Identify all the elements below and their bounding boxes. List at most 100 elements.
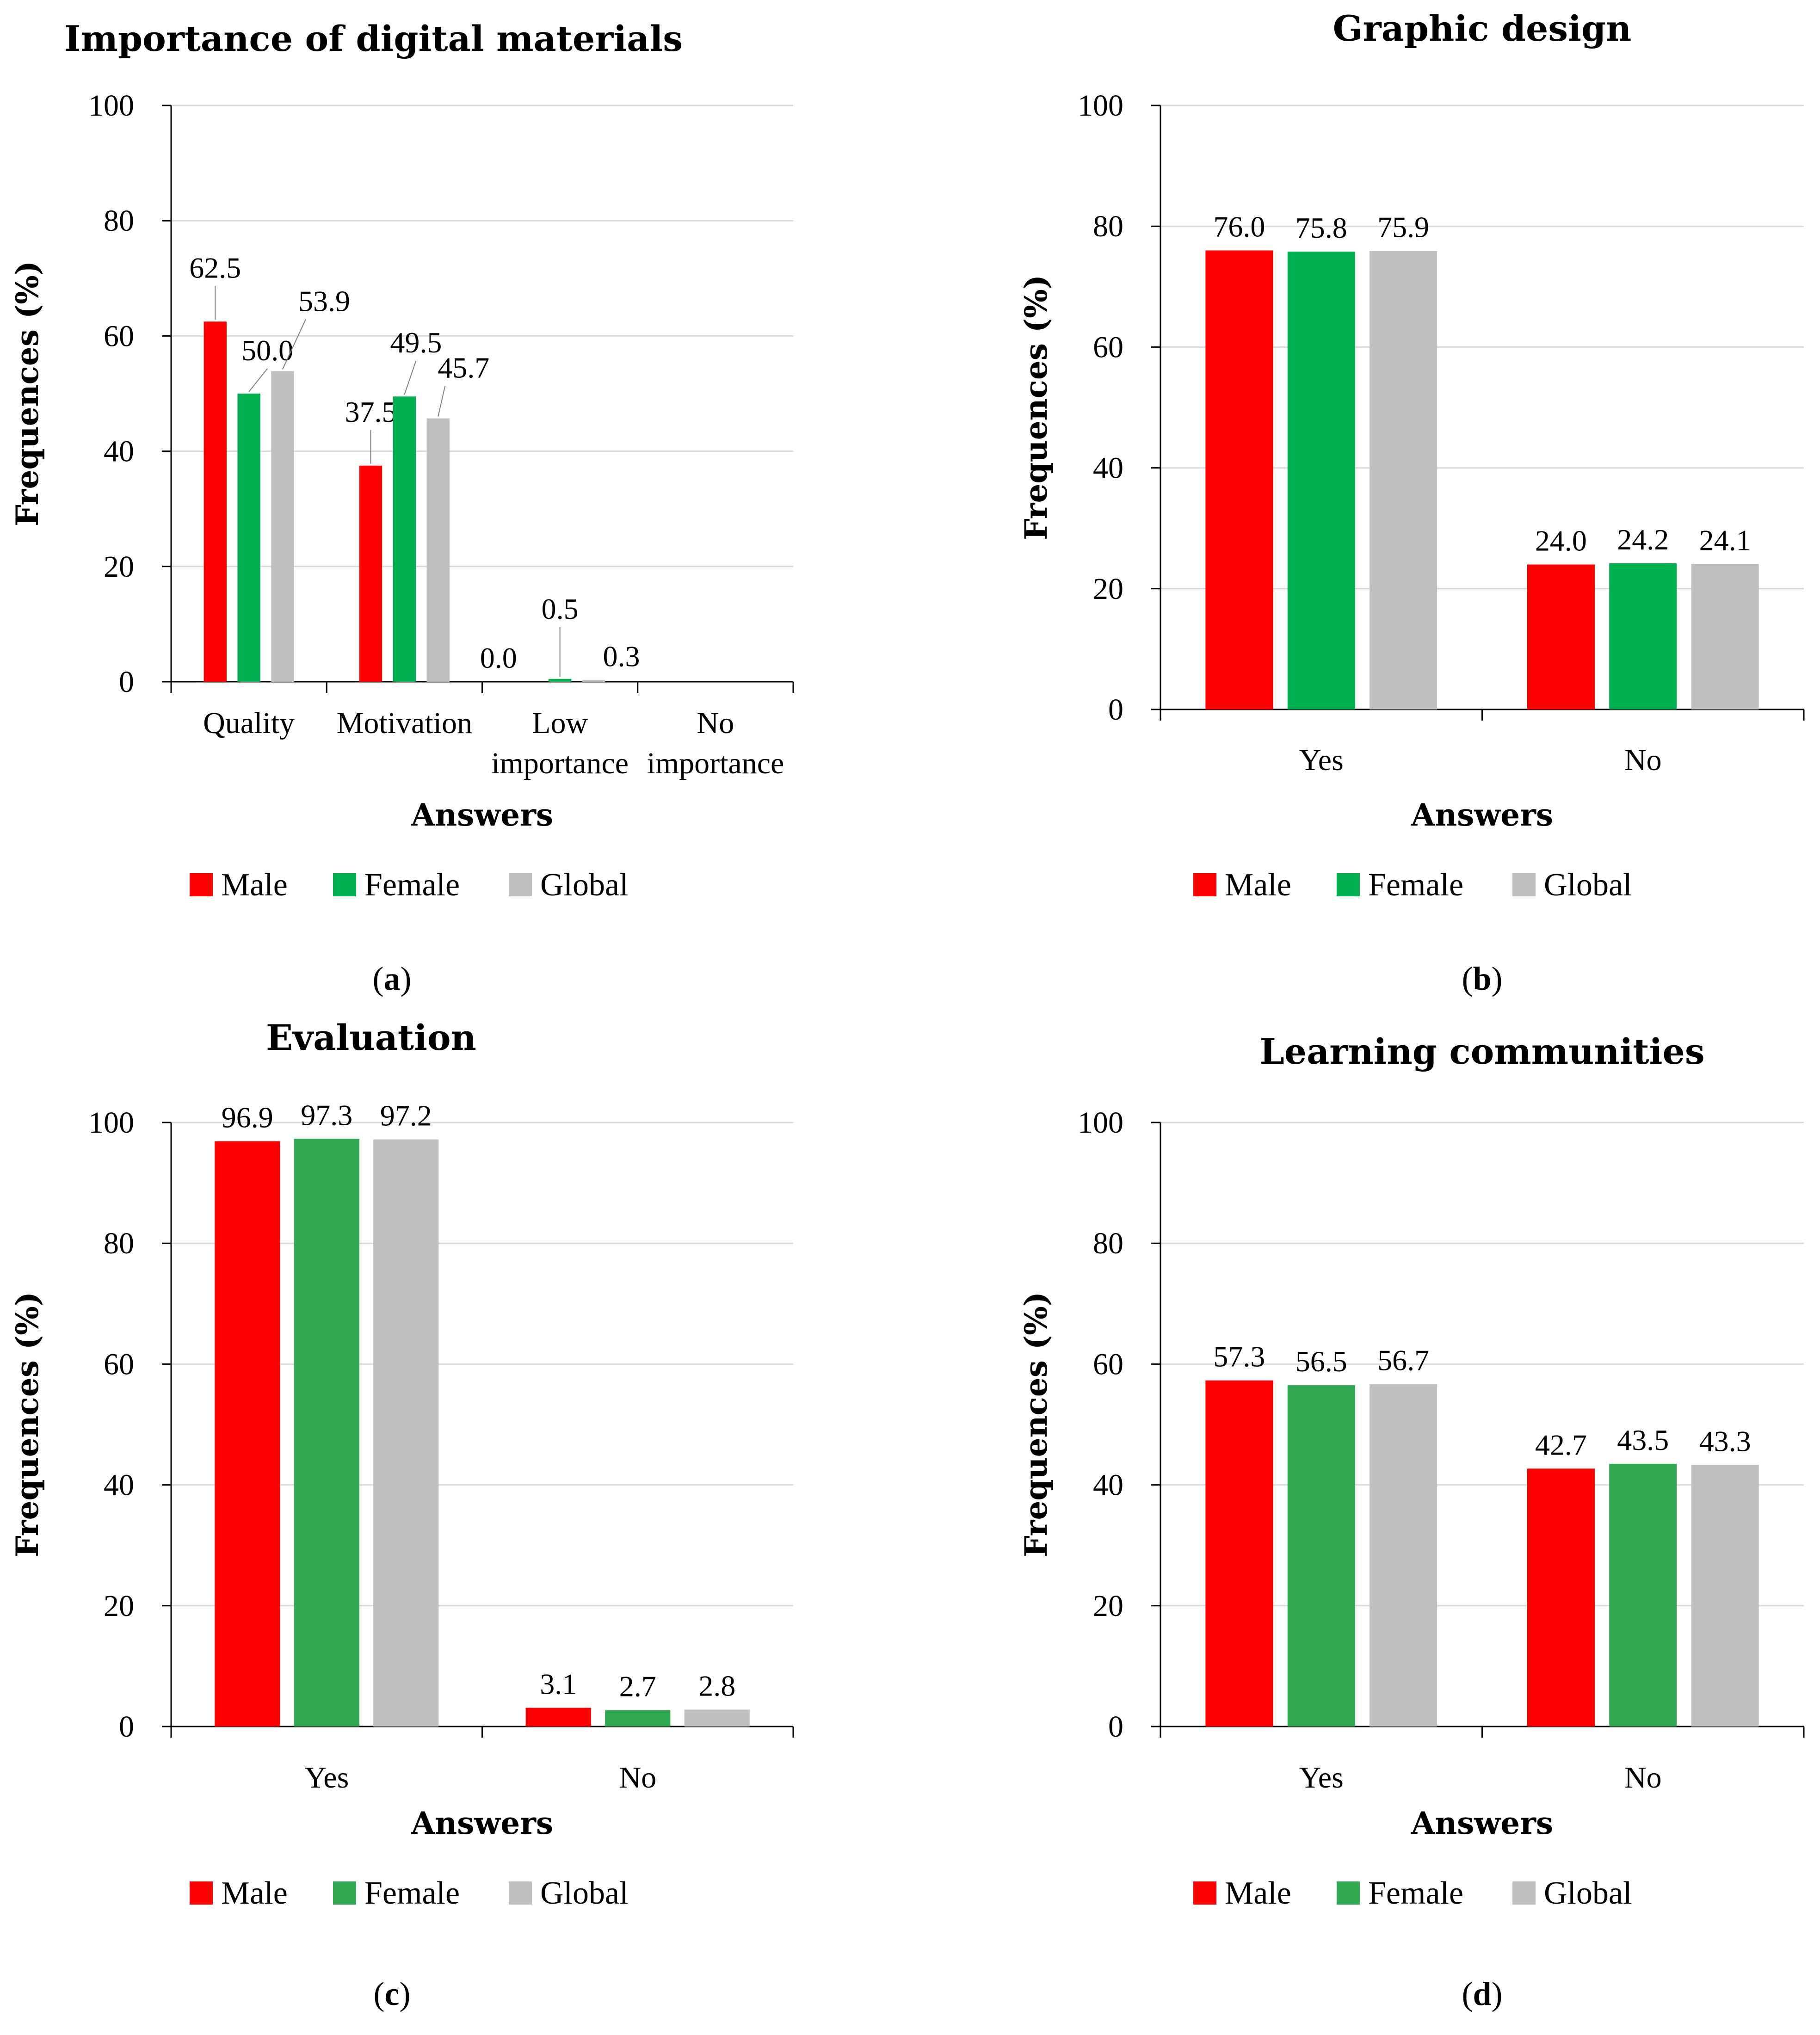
data-label-leader xyxy=(282,319,306,370)
x-axis-title: Answers xyxy=(1411,797,1553,833)
legend-swatch-female xyxy=(333,1881,356,1905)
x-category-label-quality: Quality xyxy=(203,706,295,740)
legend-swatch-global xyxy=(1512,1881,1536,1905)
legend-label-global: Global xyxy=(1544,1875,1632,1911)
legend-label-female: Female xyxy=(364,1875,460,1911)
bar-global-motivation xyxy=(426,418,450,682)
y-tick-label: 60 xyxy=(1093,330,1123,364)
y-tick-label: 40 xyxy=(1093,451,1123,485)
bar-female-yes xyxy=(1287,1385,1355,1727)
y-tick-label: 60 xyxy=(104,1347,134,1381)
data-label-male-no: 42.7 xyxy=(1535,1428,1587,1461)
data-label-female-no: 43.5 xyxy=(1617,1424,1669,1456)
legend-label-global: Global xyxy=(540,1875,629,1911)
bar-female-no xyxy=(605,1710,671,1727)
chart-learning-communities: Learning communities 0 20 40 60 80 100 Yes 57.3 5… xyxy=(1018,1031,1805,2012)
chart-evaluation: Evaluation 0 20 40 60 80 100 Yes 96.9 97.3 97.2 No 3… xyxy=(9,1018,794,2012)
chart-title: Importance of digital materials xyxy=(64,18,683,59)
panel-label: (b) xyxy=(1462,960,1502,997)
data-label-global-quality: 53.9 xyxy=(298,284,350,317)
data-label-leader xyxy=(404,360,417,395)
panel-letter: d xyxy=(1473,1975,1491,2012)
x-category-label-importance: importance xyxy=(491,746,629,780)
data-label-male-low-importance: 0.0 xyxy=(480,641,517,674)
data-label-female-no: 2.7 xyxy=(619,1670,656,1703)
legend-swatch-male xyxy=(190,873,213,896)
legend-swatch-female xyxy=(333,873,356,896)
data-label-global-yes: 75.9 xyxy=(1377,211,1429,244)
y-tick-label: 0 xyxy=(1108,1710,1123,1744)
y-axis-title: Frequences (%) xyxy=(9,1292,45,1557)
y-tick-label: 20 xyxy=(1093,1589,1123,1623)
y-tick-label: 20 xyxy=(104,550,134,584)
y-tick-label: 0 xyxy=(119,665,134,699)
data-label-female-yes: 75.8 xyxy=(1296,211,1347,244)
chart-title: Graphic design xyxy=(1333,8,1632,49)
legend-label-male: Male xyxy=(221,1875,288,1911)
data-label-female-yes: 97.3 xyxy=(301,1098,352,1131)
bar-male-motivation xyxy=(359,465,383,682)
chart-title: Evaluation xyxy=(266,1018,476,1058)
bar-global-quality xyxy=(271,371,294,682)
data-label-female-low-importance: 0.5 xyxy=(542,592,579,625)
x-category-label-no: No xyxy=(619,1761,656,1794)
bar-global-no xyxy=(684,1709,750,1727)
legend-label-global: Global xyxy=(540,867,629,903)
data-label-global-motivation: 45.7 xyxy=(438,352,489,384)
panel-letter: a xyxy=(384,960,401,997)
x-axis-title: Answers xyxy=(411,1805,553,1841)
bar-global-yes xyxy=(373,1139,439,1727)
data-label-female-quality: 50.0 xyxy=(241,334,293,367)
bar-female-quality xyxy=(237,394,260,682)
bar-female-yes xyxy=(1287,252,1355,709)
x-category-label-motivation: Motivation xyxy=(337,706,472,740)
legend-label-male: Male xyxy=(1225,867,1291,903)
y-tick-label: 100 xyxy=(1078,1106,1123,1140)
data-label-leader xyxy=(438,386,446,417)
y-tick-label: 40 xyxy=(104,1468,134,1502)
bar-male-yes xyxy=(1205,1380,1273,1727)
legend-label-male: Male xyxy=(221,867,288,903)
y-tick-label: 40 xyxy=(1093,1468,1123,1502)
bar-male-quality xyxy=(204,321,227,682)
legend-swatch-global xyxy=(509,873,532,896)
bar-male-no xyxy=(1527,564,1595,709)
bar-female-yes xyxy=(294,1139,359,1727)
y-tick-label: 80 xyxy=(104,1227,134,1260)
panel-label: (d) xyxy=(1462,1975,1502,2012)
x-category-label-no: No xyxy=(697,706,734,740)
data-label-male-yes: 76.0 xyxy=(1213,210,1265,243)
data-label-global-yes: 97.2 xyxy=(380,1099,432,1132)
legend-swatch-male xyxy=(190,1881,213,1905)
y-tick-label: 0 xyxy=(119,1710,134,1744)
data-label-global-no: 2.8 xyxy=(698,1669,735,1702)
y-tick-label: 80 xyxy=(1093,1227,1123,1260)
y-axis-title: Frequences (%) xyxy=(9,261,45,526)
data-label-global-yes: 56.7 xyxy=(1377,1344,1429,1376)
legend-label-global: Global xyxy=(1544,867,1632,903)
data-label-male-motivation: 37.5 xyxy=(345,395,397,428)
y-tick-label: 0 xyxy=(1108,693,1123,727)
data-label-global-no: 43.3 xyxy=(1699,1425,1751,1458)
data-label-male-quality: 62.5 xyxy=(189,251,241,284)
y-tick-label: 20 xyxy=(104,1589,134,1623)
data-label-male-no: 3.1 xyxy=(540,1668,577,1701)
data-label-female-motivation: 49.5 xyxy=(390,326,442,359)
y-tick-label: 20 xyxy=(1093,572,1123,606)
chart-importance-of-digital-materials: Importance of digital materials 0 20 40 60 80… xyxy=(9,18,794,997)
data-label-global-no: 24.1 xyxy=(1699,524,1751,556)
bar-global-no xyxy=(1691,564,1759,709)
legend-swatch-global xyxy=(1512,873,1536,896)
legend-label-female: Female xyxy=(364,867,460,903)
data-label-leader xyxy=(248,368,268,392)
x-axis-title: Answers xyxy=(1411,1805,1553,1841)
x-category-label-yes: Yes xyxy=(304,1761,349,1794)
legend-swatch-female xyxy=(1337,873,1360,896)
x-category-label-no: No xyxy=(1624,1761,1662,1794)
bar-female-motivation xyxy=(393,396,416,682)
bar-global-low-importance xyxy=(582,680,605,682)
bar-female-low-importance xyxy=(548,678,572,682)
panel-letter: c xyxy=(385,1975,400,2012)
y-tick-label: 40 xyxy=(104,435,134,469)
data-label-female-yes: 56.5 xyxy=(1296,1345,1347,1378)
